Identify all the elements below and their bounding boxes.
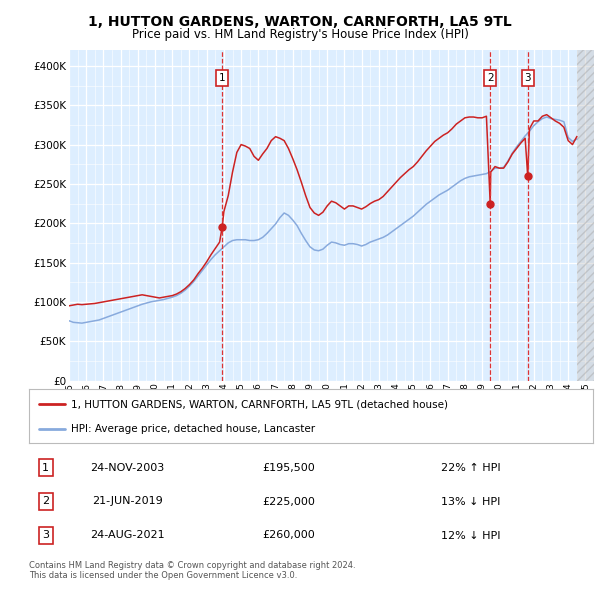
Text: HPI: Average price, detached house, Lancaster: HPI: Average price, detached house, Lanc…: [71, 424, 315, 434]
Text: 3: 3: [524, 73, 531, 83]
Text: £225,000: £225,000: [262, 497, 314, 506]
Text: 24-NOV-2003: 24-NOV-2003: [91, 463, 164, 473]
Text: Contains HM Land Registry data © Crown copyright and database right 2024.
This d: Contains HM Land Registry data © Crown c…: [29, 560, 355, 580]
Text: 3: 3: [42, 530, 49, 540]
Text: £260,000: £260,000: [262, 530, 314, 540]
Text: 21-JUN-2019: 21-JUN-2019: [92, 497, 163, 506]
Text: 13% ↓ HPI: 13% ↓ HPI: [440, 497, 500, 506]
Text: 2: 2: [487, 73, 494, 83]
Text: 2: 2: [42, 497, 49, 506]
Text: £195,500: £195,500: [262, 463, 314, 473]
Text: Price paid vs. HM Land Registry's House Price Index (HPI): Price paid vs. HM Land Registry's House …: [131, 28, 469, 41]
Text: 1, HUTTON GARDENS, WARTON, CARNFORTH, LA5 9TL: 1, HUTTON GARDENS, WARTON, CARNFORTH, LA…: [88, 15, 512, 29]
Text: 24-AUG-2021: 24-AUG-2021: [90, 530, 165, 540]
Text: 1, HUTTON GARDENS, WARTON, CARNFORTH, LA5 9TL (detached house): 1, HUTTON GARDENS, WARTON, CARNFORTH, LA…: [71, 399, 448, 409]
Text: 12% ↓ HPI: 12% ↓ HPI: [440, 530, 500, 540]
Text: 1: 1: [219, 73, 226, 83]
Text: 1: 1: [42, 463, 49, 473]
Bar: [577, 50, 594, 381]
Text: 22% ↑ HPI: 22% ↑ HPI: [440, 463, 500, 473]
